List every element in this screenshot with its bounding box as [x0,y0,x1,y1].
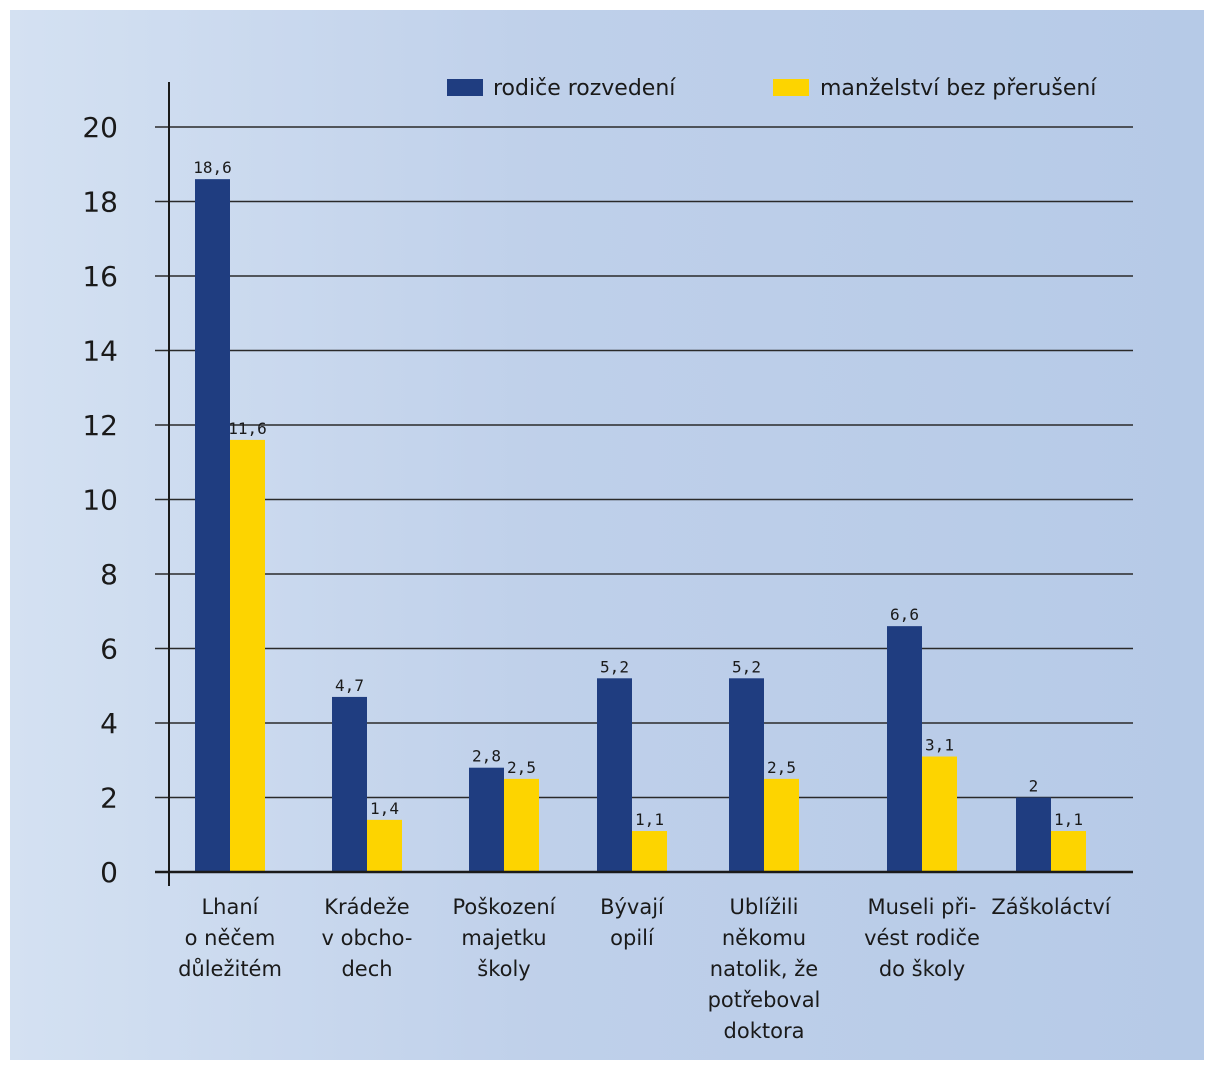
y-tick-label: 8 [100,558,118,591]
bar [1051,831,1086,872]
data-labels: 18,6 4,7 2,8 5,2 5,2 6,6 2 11,6 1,4 2,5 1,1 2,5 3,1 1… [193,158,1083,829]
category-label: Záškoláctví [991,895,1111,919]
chart-panel: 0 2 4 6 8 10 12 14 16 18 20 18,6 4,7 2,8 5,2 5,2 6,6 2 11… [10,10,1204,1060]
data-label: 1,4 [370,799,399,818]
gridlines [155,126,1133,799]
category-label: v obcho- [322,926,413,950]
category-label: školy [477,957,530,981]
category-label: Bývají [600,895,665,919]
category-label: Krádeže [324,895,409,919]
y-tick-label: 12 [82,409,118,442]
category-label: Poškození [452,895,556,919]
data-label: 4,7 [335,676,364,695]
category-label: Ublížili [730,895,799,919]
data-label: 18,6 [193,158,232,177]
bar [887,626,922,872]
category-label: důležitém [178,957,282,981]
y-tick-label: 18 [82,186,118,219]
category-label: o něčem [185,926,276,950]
bar [504,778,539,872]
bar [367,819,402,872]
category-label: Lhaní [201,895,259,919]
data-label: 3,1 [925,736,954,755]
bar [469,767,504,872]
data-label: 11,6 [228,419,267,438]
y-tick-label: 2 [100,782,118,815]
data-label: 5,2 [732,657,761,676]
data-label: 1,1 [1054,810,1083,829]
category-label: doktora [724,1019,805,1043]
category-label: dech [341,957,392,981]
category-label: potřeboval [708,988,821,1012]
bar [764,778,799,872]
data-label: 5,2 [600,657,629,676]
data-label: 2,5 [767,758,796,777]
y-tick-label: 6 [100,633,118,666]
category-label: natolik, že [710,957,818,981]
category-label: Museli při- [867,895,976,919]
legend-label-manzelstvi-bez-preruseni: manželství bez přerušení [820,76,1097,101]
bar [632,831,667,872]
bars [195,179,1086,872]
data-label: 2 [1029,777,1039,796]
y-axis-ticks: 0 2 4 6 8 10 12 14 16 18 20 [82,111,118,889]
category-label: vést rodiče [864,926,980,950]
category-labels: Lhaní o něčem důležitém Krádeže v obcho-dech… [178,895,1112,1043]
y-tick-label: 14 [82,335,118,368]
category-label: do školy [879,957,965,981]
legend: rodiče rozvedení manželství bez přerušen… [447,76,1097,101]
y-tick-label: 20 [82,111,118,144]
category-label: opilí [610,926,655,950]
legend-swatch-rodice-rozvedeni [447,79,483,96]
bar-chart: 0 2 4 6 8 10 12 14 16 18 20 18,6 4,7 2,8 5,2 5,2 6,6 2 11… [82,76,1133,1043]
bar [922,756,957,872]
category-label: majetku [461,926,546,950]
data-label: 1,1 [635,810,664,829]
legend-swatch-manzelstvi-bez-preruseni [773,79,809,96]
y-tick-label: 0 [100,856,118,889]
bar [729,678,764,872]
data-label: 6,6 [890,605,919,624]
bar [195,179,230,872]
bar [1016,797,1051,872]
data-label: 2,8 [472,747,501,766]
bar [230,439,265,872]
legend-label-rodice-rozvedeni: rodiče rozvedení [493,76,676,101]
bar [332,696,367,872]
y-tick-label: 4 [100,707,118,740]
category-label: někomu [722,926,806,950]
bar [597,678,632,872]
y-tick-label: 16 [82,260,118,293]
data-label: 2,5 [507,758,536,777]
y-tick-label: 10 [82,484,118,517]
